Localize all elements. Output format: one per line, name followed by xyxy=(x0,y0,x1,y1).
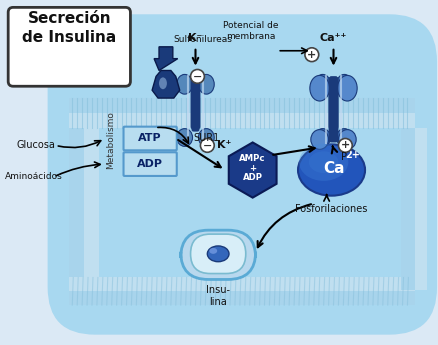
Text: Insu-
lina: Insu- lina xyxy=(206,285,230,307)
Text: Ca⁺⁺: Ca⁺⁺ xyxy=(320,33,347,43)
Bar xyxy=(69,291,415,305)
Text: ADP: ADP xyxy=(137,159,163,169)
Text: P: P xyxy=(341,152,347,162)
Text: 2+: 2+ xyxy=(345,150,360,160)
Ellipse shape xyxy=(337,76,357,101)
Bar xyxy=(400,128,415,290)
FancyBboxPatch shape xyxy=(57,24,427,325)
Text: Fosforilaciones: Fosforilaciones xyxy=(295,204,368,214)
Text: Potencial de
membrana: Potencial de membrana xyxy=(223,21,279,41)
Ellipse shape xyxy=(336,75,352,94)
Circle shape xyxy=(305,48,319,62)
FancyBboxPatch shape xyxy=(191,93,199,131)
Ellipse shape xyxy=(207,246,229,262)
Ellipse shape xyxy=(209,248,217,254)
Bar xyxy=(69,277,415,291)
FancyBboxPatch shape xyxy=(191,76,201,130)
Text: K⁺: K⁺ xyxy=(217,140,232,150)
Ellipse shape xyxy=(159,77,167,89)
Text: −: − xyxy=(203,140,212,150)
Text: AMPc
+
ADP: AMPc + ADP xyxy=(240,154,266,182)
Circle shape xyxy=(201,138,214,152)
Ellipse shape xyxy=(336,129,352,146)
Ellipse shape xyxy=(309,151,339,173)
Bar xyxy=(69,98,415,113)
Text: Aminoácidos: Aminoácidos xyxy=(5,172,63,181)
FancyBboxPatch shape xyxy=(53,19,432,330)
Bar xyxy=(415,128,427,290)
Ellipse shape xyxy=(198,75,214,94)
Ellipse shape xyxy=(177,75,193,94)
Text: Glucosa: Glucosa xyxy=(16,140,55,150)
Text: Sulfonilureas: Sulfonilureas xyxy=(174,35,233,44)
FancyBboxPatch shape xyxy=(191,234,246,274)
Ellipse shape xyxy=(310,76,329,101)
Ellipse shape xyxy=(339,130,356,149)
FancyBboxPatch shape xyxy=(328,76,339,142)
Polygon shape xyxy=(152,70,180,98)
Text: K⁻: K⁻ xyxy=(188,33,203,43)
Text: ATP: ATP xyxy=(138,134,162,144)
FancyBboxPatch shape xyxy=(328,76,339,130)
FancyBboxPatch shape xyxy=(181,230,256,279)
Polygon shape xyxy=(154,47,178,70)
Ellipse shape xyxy=(315,129,331,146)
Text: +: + xyxy=(307,50,316,60)
FancyBboxPatch shape xyxy=(124,127,177,150)
FancyBboxPatch shape xyxy=(69,36,415,313)
Bar xyxy=(69,128,84,290)
Ellipse shape xyxy=(177,129,193,146)
Circle shape xyxy=(339,138,352,152)
Text: Ca: Ca xyxy=(323,160,344,176)
Text: SUR1: SUR1 xyxy=(194,132,220,142)
Text: −: − xyxy=(193,71,202,81)
Ellipse shape xyxy=(315,75,331,94)
Bar xyxy=(84,128,99,290)
Text: Secreción
de Insulina: Secreción de Insulina xyxy=(22,11,117,45)
Ellipse shape xyxy=(311,130,328,149)
Ellipse shape xyxy=(198,129,214,146)
FancyBboxPatch shape xyxy=(124,152,177,176)
Polygon shape xyxy=(229,142,276,198)
Circle shape xyxy=(191,69,205,83)
Ellipse shape xyxy=(299,144,348,181)
Text: +: + xyxy=(341,140,350,150)
Bar xyxy=(69,113,415,128)
FancyBboxPatch shape xyxy=(48,14,437,335)
Ellipse shape xyxy=(298,145,365,196)
Text: Metabolismo: Metabolismo xyxy=(106,111,115,169)
FancyBboxPatch shape xyxy=(8,7,131,86)
